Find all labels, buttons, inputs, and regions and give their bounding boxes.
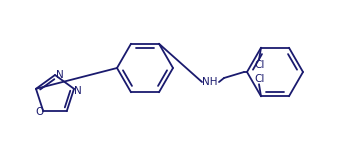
Text: Cl: Cl [255, 60, 265, 70]
Text: O: O [35, 107, 44, 117]
Text: NH: NH [202, 77, 218, 87]
Text: N: N [74, 86, 82, 96]
Text: Cl: Cl [255, 74, 265, 84]
Text: N: N [56, 70, 64, 80]
